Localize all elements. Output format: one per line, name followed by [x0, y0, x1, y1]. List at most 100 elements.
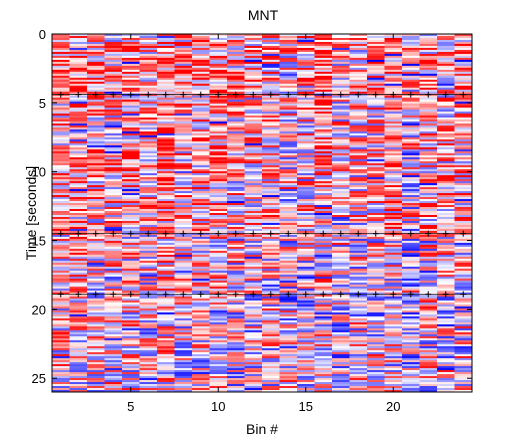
heatmap-cell — [157, 312, 175, 315]
heatmap-cell — [174, 211, 193, 214]
heatmap-cell — [437, 191, 455, 194]
heatmap-cell — [454, 262, 473, 266]
heatmap-cell — [122, 272, 140, 276]
heatmap-cell — [384, 352, 403, 355]
heatmap-cell — [297, 328, 315, 331]
heatmap-cell — [419, 57, 438, 61]
heatmap-cell — [104, 214, 123, 218]
heatmap-cell — [437, 209, 455, 212]
heatmap-cell — [332, 59, 350, 63]
heatmap-cell — [192, 165, 210, 168]
heatmap-cell — [367, 236, 385, 240]
heatmap-cell — [52, 328, 70, 331]
heatmap-cell — [279, 252, 298, 256]
heatmap-cell — [227, 117, 245, 120]
heatmap-cell — [384, 334, 403, 337]
heatmap-cell — [174, 236, 193, 240]
heatmap-cell — [104, 246, 123, 250]
heatmap-cell — [244, 304, 263, 307]
heatmap-cell — [419, 141, 438, 144]
heatmap-cell — [332, 163, 350, 166]
heatmap-cell — [279, 380, 298, 383]
heatmap-cell — [139, 272, 158, 276]
heatmap-cell — [192, 372, 210, 375]
heatmap-cell — [192, 117, 210, 120]
heatmap-cell — [104, 266, 123, 270]
heatmap-cell — [192, 220, 210, 224]
heatmap-cell — [157, 226, 175, 230]
heatmap-cell — [367, 117, 385, 120]
heatmap-cell — [454, 352, 473, 355]
heatmap-cell — [139, 131, 158, 134]
heatmap-cell — [227, 326, 245, 329]
heatmap-cell — [332, 344, 350, 347]
heatmap-cell — [122, 119, 140, 122]
heatmap-cell — [227, 246, 245, 250]
heatmap-cell — [332, 99, 350, 102]
heatmap-cell — [437, 213, 455, 216]
heatmap-cell — [244, 252, 263, 256]
heatmap-cell — [227, 320, 245, 323]
heatmap-cell — [332, 111, 350, 114]
heatmap-cell — [227, 111, 245, 114]
heatmap-cell — [209, 284, 228, 287]
heatmap-cell — [314, 216, 333, 220]
heatmap-cell — [104, 364, 123, 367]
heatmap-cell — [104, 49, 123, 53]
heatmap-cell — [279, 388, 298, 391]
heatmap-cell — [402, 83, 420, 87]
heatmap-cell — [104, 133, 123, 136]
heatmap-cell — [262, 181, 280, 184]
heatmap-cell — [104, 83, 123, 87]
heatmap-cell — [419, 111, 438, 114]
heatmap-cell — [332, 125, 350, 128]
heatmap-cell — [419, 157, 438, 160]
heatmap-cell — [279, 338, 298, 341]
heatmap-cell — [349, 107, 368, 110]
heatmap-cell — [262, 222, 280, 226]
heatmap-cell — [349, 39, 368, 43]
event-marker — [57, 230, 64, 237]
heatmap-cell — [349, 169, 368, 172]
heatmap-cell — [367, 85, 385, 89]
event-marker — [390, 291, 397, 298]
heatmap-cell — [122, 286, 140, 289]
heatmap-cell — [314, 89, 333, 93]
heatmap-cell — [279, 284, 298, 287]
heatmap-cell — [122, 105, 140, 108]
heatmap-cell — [192, 350, 210, 353]
heatmap-cell — [192, 324, 210, 327]
heatmap-cell — [157, 340, 175, 343]
heatmap-cell — [192, 364, 210, 367]
heatmap-cell — [87, 209, 105, 212]
heatmap-cell — [297, 338, 315, 341]
heatmap-cell — [139, 352, 158, 355]
heatmap-cell — [139, 45, 158, 49]
heatmap-cell — [262, 274, 280, 277]
heatmap-cell — [209, 103, 228, 106]
heatmap-cell — [367, 366, 385, 369]
heatmap-cell — [314, 262, 333, 266]
heatmap-cell — [192, 169, 210, 172]
heatmap-cell — [402, 211, 420, 214]
heatmap-cell — [69, 316, 88, 319]
heatmap-cell — [174, 280, 193, 283]
heatmap-cell — [402, 41, 420, 45]
heatmap-cell — [262, 300, 280, 303]
heatmap-cell — [262, 266, 280, 270]
heatmap-cell — [349, 89, 368, 93]
heatmap-cell — [332, 256, 350, 260]
heatmap-cell — [349, 350, 368, 353]
heatmap-cell — [402, 127, 420, 130]
heatmap-cell — [402, 374, 420, 377]
heatmap-cell — [314, 73, 333, 77]
heatmap-cell — [349, 205, 368, 208]
heatmap-cell — [104, 201, 123, 204]
heatmap-cell — [87, 308, 105, 311]
heatmap-cell — [367, 147, 385, 150]
heatmap-cell — [244, 119, 263, 122]
heatmap-cell — [454, 79, 473, 83]
heatmap-cell — [192, 272, 210, 276]
heatmap-cell — [262, 183, 280, 186]
heatmap-cell — [437, 197, 455, 200]
